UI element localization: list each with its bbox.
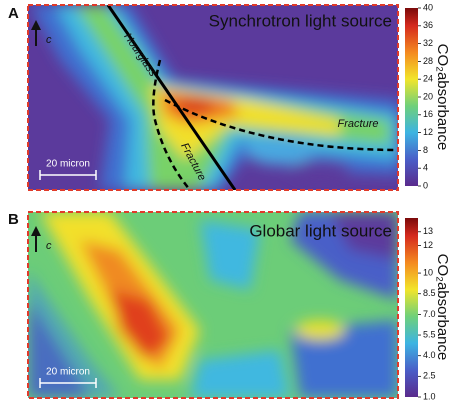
tick-label: 36: [423, 20, 433, 30]
map-a: [28, 5, 398, 190]
panel-label: A: [8, 5, 19, 22]
tick-label: 20: [423, 91, 433, 101]
axis-label: c: [46, 240, 52, 252]
tick-label: 0: [423, 180, 428, 190]
tick-label: 1.0: [423, 391, 436, 401]
tick-label: 32: [423, 38, 433, 48]
tick-label: 16: [423, 109, 433, 119]
tick-label: 5.5: [423, 329, 436, 339]
tick-label: 12: [423, 240, 433, 250]
tick-label: 28: [423, 56, 433, 66]
tick-label: 10: [423, 267, 433, 277]
tick-label: 7.0: [423, 309, 436, 319]
tick-label: 8: [423, 145, 428, 155]
panel-title: Globar light source: [249, 221, 392, 240]
panel-label: B: [8, 211, 19, 228]
annotation: Fracture: [338, 118, 379, 130]
tick-label: 40: [423, 2, 433, 12]
scale-bar-label: 20 micron: [46, 159, 90, 170]
colorbar: [405, 218, 418, 397]
colorbar-label: CO₂absorbance: [434, 254, 451, 361]
tick-label: 13: [423, 226, 433, 236]
tick-label: 12: [423, 127, 433, 137]
tick-label: 8.5: [423, 288, 436, 298]
tick-label: 4.0: [423, 350, 436, 360]
axis-label: c: [46, 34, 52, 46]
colorbar: [405, 8, 418, 186]
tick-label: 24: [423, 74, 433, 84]
tick-label: 2.5: [423, 371, 436, 381]
panel-title: Synchrotron light source: [209, 11, 392, 30]
colorbar-label: CO₂absorbance: [434, 44, 451, 151]
map-b: [28, 212, 398, 398]
scale-bar-label: 20 micron: [46, 367, 90, 378]
tick-label: 4: [423, 163, 428, 173]
